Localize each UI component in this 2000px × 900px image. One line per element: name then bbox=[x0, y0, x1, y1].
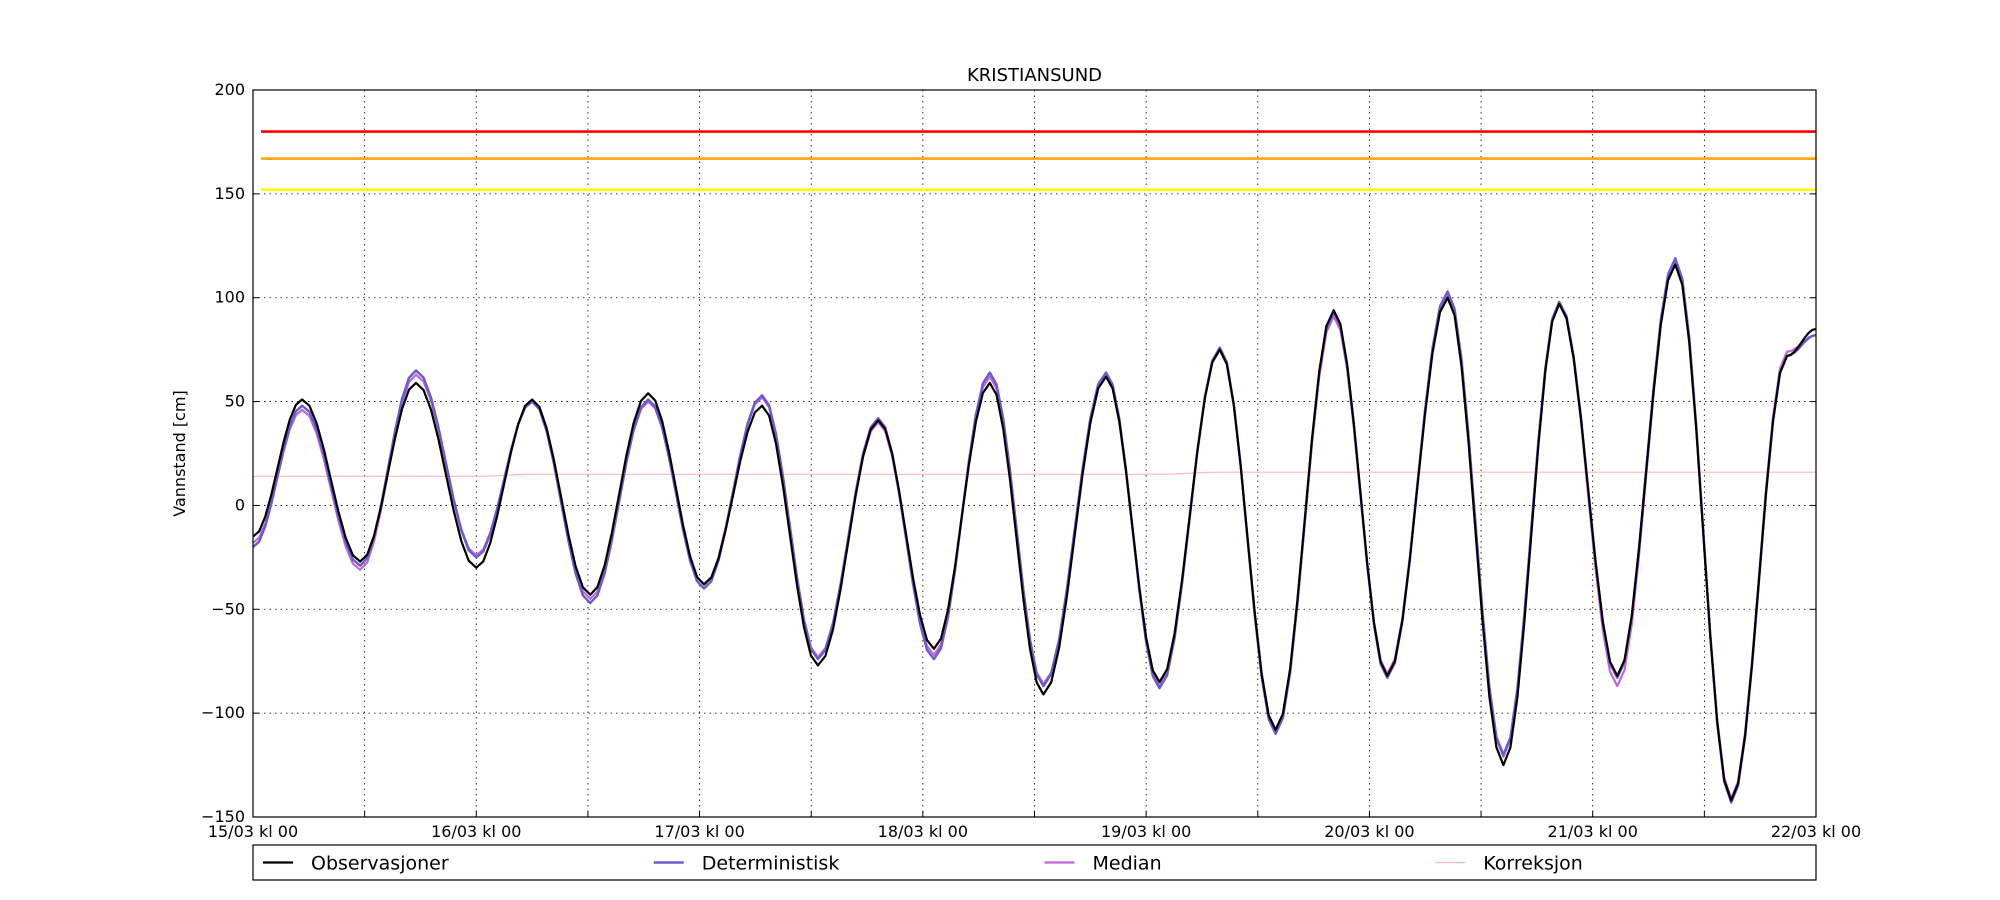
legend-label: Korreksjon bbox=[1483, 853, 1583, 875]
legend-label: Deterministisk bbox=[702, 853, 840, 875]
x-tick-label: 15/03 kl 00 bbox=[208, 822, 298, 841]
x-tick-label: 22/03 kl 00 bbox=[1771, 822, 1861, 841]
y-axis-label: Vannstand [cm] bbox=[170, 390, 189, 516]
x-tick-label: 19/03 kl 00 bbox=[1101, 822, 1191, 841]
y-tick-label: −50 bbox=[211, 599, 245, 618]
series-line-observasjoner bbox=[252, 263, 1817, 802]
legend-box bbox=[252, 844, 1817, 881]
x-tick-label: 16/03 kl 00 bbox=[431, 822, 521, 841]
series-line-korreksjon bbox=[253, 471, 1816, 477]
y-tick-label: −100 bbox=[201, 703, 245, 722]
threshold-lines bbox=[261, 130, 1816, 192]
legend-label: Median bbox=[1093, 853, 1162, 875]
y-tick-label: 150 bbox=[214, 184, 245, 203]
x-axis-ticks: 15/03 kl 00 16/03 kl 00 17/03 kl 00 18/03 k… bbox=[208, 811, 1861, 841]
x-tick-label: 21/03 kl 00 bbox=[1548, 822, 1638, 841]
y-tick-label: 0 bbox=[235, 495, 245, 514]
x-tick-label: 18/03 kl 00 bbox=[878, 822, 968, 841]
grid bbox=[253, 90, 1816, 817]
x-tick-label: 17/03 kl 00 bbox=[654, 822, 744, 841]
y-tick-label: −150 bbox=[201, 807, 245, 826]
y-axis-ticks: −150 −100 −50 0 50 100 150 200 bbox=[201, 80, 1816, 826]
legend: Observasjoner Deterministisk Median Korreks… bbox=[252, 844, 1817, 881]
series-lines bbox=[252, 257, 1817, 804]
x-tick-label: 20/03 kl 00 bbox=[1324, 822, 1414, 841]
legend-label: Observasjoner bbox=[311, 853, 449, 875]
y-tick-label: 100 bbox=[214, 288, 245, 307]
y-tick-label: 50 bbox=[225, 392, 245, 411]
y-tick-label: 200 bbox=[214, 80, 245, 99]
chart-title: KRISTIANSUND bbox=[967, 65, 1102, 86]
